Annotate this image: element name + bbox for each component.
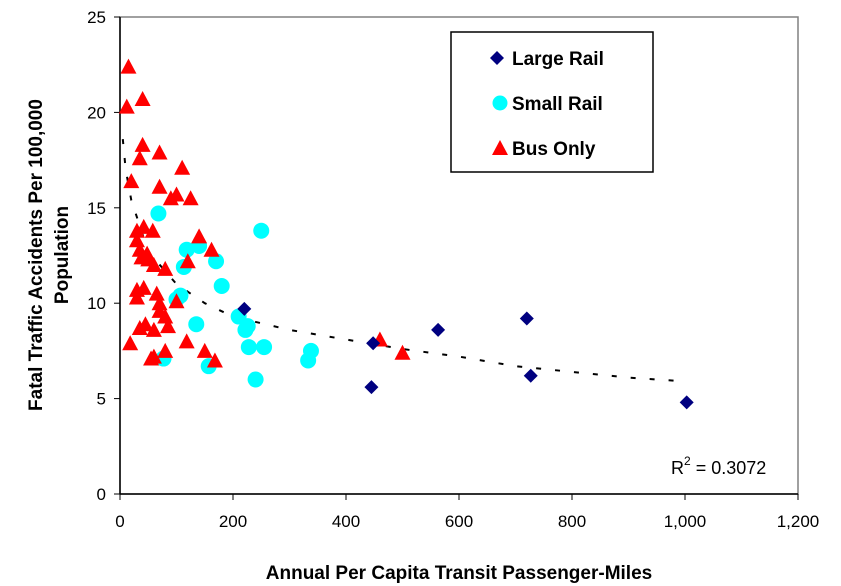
point-bus-only	[178, 333, 195, 349]
point-small-rail	[302, 342, 319, 359]
point-bus-only	[145, 257, 162, 273]
point-small-rail	[188, 316, 205, 333]
point-large-rail	[523, 368, 538, 383]
point-small-rail	[240, 339, 257, 356]
point-bus-only	[134, 136, 151, 152]
legend: Large Rail Small Rail Bus Only	[450, 31, 654, 173]
axes: 0 200 400 600 800 1,000 1,200 0 5 10 15 20 25	[87, 8, 819, 531]
y-tick-label: 20	[87, 103, 106, 122]
x-tick-label: 200	[219, 512, 247, 531]
data-marks	[118, 58, 694, 410]
point-bus-only	[157, 260, 174, 276]
point-bus-only	[145, 321, 162, 337]
y-axis-title-line2: Population	[52, 206, 73, 304]
legend-label-large-rail: Large Rail	[512, 49, 604, 70]
point-large-rail	[366, 336, 381, 351]
point-small-rail	[239, 318, 256, 335]
point-bus-only	[168, 293, 185, 309]
point-small-rail	[247, 371, 264, 388]
point-bus-only	[151, 295, 168, 311]
point-bus-only	[145, 348, 162, 364]
point-bus-only	[179, 253, 196, 269]
x-tick-label: 1,200	[777, 512, 820, 531]
point-bus-only	[157, 308, 174, 324]
point-small-rail	[213, 278, 230, 295]
point-bus-only	[118, 98, 135, 114]
point-large-rail	[679, 395, 694, 410]
point-bus-only	[206, 352, 223, 368]
point-bus-only	[135, 218, 152, 234]
point-bus-only	[131, 320, 148, 336]
point-large-rail	[519, 311, 534, 326]
point-bus-only	[196, 342, 213, 358]
point-bus-only	[128, 289, 145, 305]
point-bus-only	[148, 285, 165, 301]
r-squared-exponent: 2	[684, 454, 691, 468]
x-axis-title: Annual Per Capita Transit Passenger-Mile…	[266, 563, 652, 584]
legend-marker-large-rail	[490, 51, 504, 65]
point-bus-only	[191, 228, 208, 244]
x-tick-label: 0	[115, 512, 124, 531]
point-bus-only	[182, 190, 199, 206]
point-bus-only	[394, 344, 411, 360]
point-bus-only	[174, 159, 191, 175]
point-bus-only	[120, 58, 137, 74]
point-small-rail	[150, 205, 167, 222]
legend-marker-small-rail	[492, 95, 508, 111]
point-bus-only	[134, 91, 151, 107]
trendline-path	[121, 139, 686, 383]
point-large-rail	[237, 301, 252, 316]
x-tick-label: 600	[445, 512, 473, 531]
point-bus-only	[157, 342, 174, 358]
point-bus-only	[122, 335, 139, 351]
y-tick-label: 25	[87, 8, 106, 27]
y-tick-label: 15	[87, 199, 106, 218]
point-bus-only	[131, 150, 148, 166]
legend-marker-bus-only	[492, 140, 508, 155]
y-tick-label: 0	[97, 485, 106, 504]
y-tick-label: 5	[97, 390, 106, 409]
y-axis-title-line1: Fatal Traffic Accidents Per 100,000	[26, 99, 47, 411]
point-large-rail	[364, 380, 379, 395]
y-tick-label: 10	[87, 294, 106, 313]
point-bus-only	[151, 178, 168, 194]
legend-label-bus-only: Bus Only	[512, 139, 596, 160]
point-bus-only	[128, 232, 145, 248]
x-tick-label: 800	[558, 512, 586, 531]
trendline	[121, 139, 686, 383]
point-small-rail	[256, 339, 273, 356]
point-large-rail	[431, 322, 446, 337]
legend-box	[450, 31, 654, 173]
x-tick-label: 400	[332, 512, 360, 531]
r-squared-annotation: R2 = 0.3072	[671, 454, 766, 478]
point-small-rail	[253, 222, 270, 239]
point-bus-only	[123, 173, 140, 189]
point-bus-only	[135, 279, 152, 295]
point-small-rail	[178, 241, 195, 258]
legend-label-small-rail: Small Rail	[512, 94, 603, 115]
point-bus-only	[168, 186, 185, 202]
point-bus-only	[128, 222, 145, 238]
point-bus-only	[160, 318, 177, 334]
point-bus-only	[151, 144, 168, 160]
point-small-rail	[208, 253, 225, 270]
point-bus-only	[203, 241, 220, 257]
point-bus-only	[144, 222, 161, 238]
x-tick-label: 1,000	[664, 512, 707, 531]
